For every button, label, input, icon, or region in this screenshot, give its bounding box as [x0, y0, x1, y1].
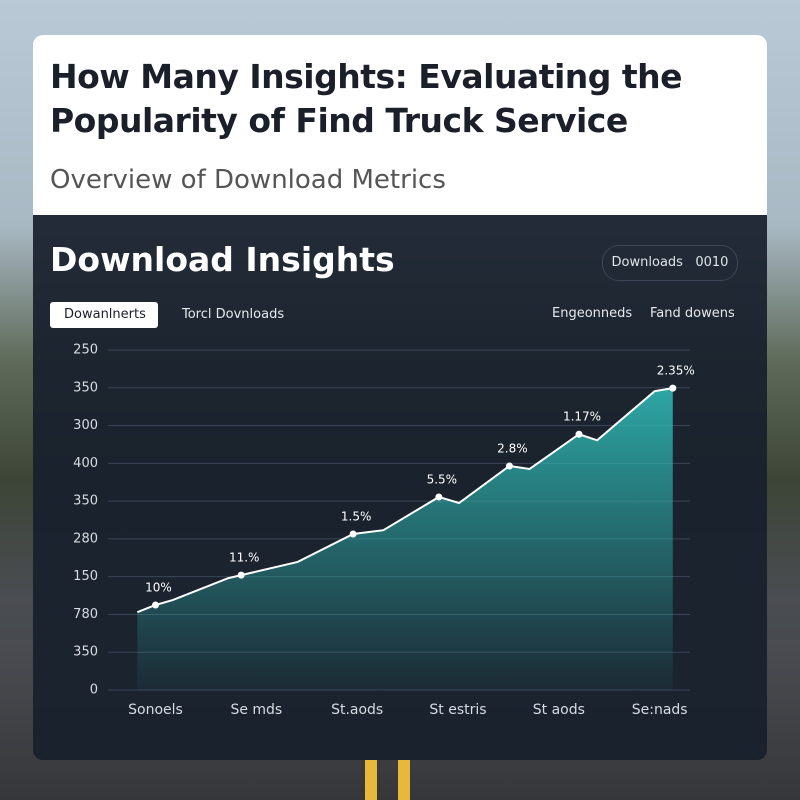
- title: How Many Insights: Evaluating the Popula…: [50, 57, 683, 140]
- value-label: 11.%: [229, 551, 260, 565]
- lane-mark: [398, 760, 410, 800]
- point: [669, 384, 677, 392]
- x-tick-label: St aods: [533, 702, 585, 718]
- value-label: 2.35%: [657, 364, 695, 378]
- y-tick-label: 780: [73, 607, 98, 622]
- point: [575, 430, 583, 438]
- x-tick-label: St.aods: [331, 702, 383, 718]
- y-tick-label: 350: [73, 645, 98, 660]
- header-card: [33, 35, 767, 215]
- badge[interactable]: Downloads 0010: [602, 245, 738, 281]
- panel-title: Download Insights: [50, 240, 395, 279]
- tab[interactable]: Torcl Dovnloads: [182, 307, 285, 322]
- y-tick-label: 300: [73, 418, 98, 433]
- point: [435, 493, 443, 501]
- y-tick-label: 150: [73, 569, 98, 584]
- y-tick-label: 280: [73, 531, 98, 546]
- tab[interactable]: Dowanlnerts: [50, 302, 158, 328]
- value-label: 2.8%: [497, 441, 528, 455]
- y-tick-label: 350: [73, 380, 98, 395]
- badge-label: Downloads: [611, 255, 683, 270]
- subtitle: Overview of Download Metrics: [50, 165, 446, 195]
- point: [505, 462, 513, 470]
- x-tick-label: Se mds: [230, 702, 282, 718]
- point: [237, 571, 245, 579]
- value-label: 1.5%: [341, 509, 372, 523]
- value-label: 10%: [145, 581, 172, 595]
- legend-item: Engeonneds: [552, 306, 633, 321]
- x-tick-label: Sonoels: [128, 702, 183, 718]
- line: [136, 387, 673, 614]
- x-tick-label: Se:nads: [632, 702, 688, 718]
- badge-value: 0010: [695, 255, 729, 270]
- y-tick-label: 350: [73, 494, 98, 509]
- lane-mark: [365, 760, 377, 800]
- y-tick-label: 0: [90, 683, 98, 698]
- y-tick-label: 250: [73, 343, 98, 358]
- y-tick-label: 400: [73, 456, 98, 471]
- point: [349, 530, 357, 538]
- value-label: 1.17%: [563, 410, 601, 424]
- point: [152, 601, 159, 609]
- x-tick-label: St estris: [429, 702, 486, 718]
- legend-item: Fand dowens: [650, 306, 735, 321]
- value-label: 5.5%: [427, 472, 458, 486]
